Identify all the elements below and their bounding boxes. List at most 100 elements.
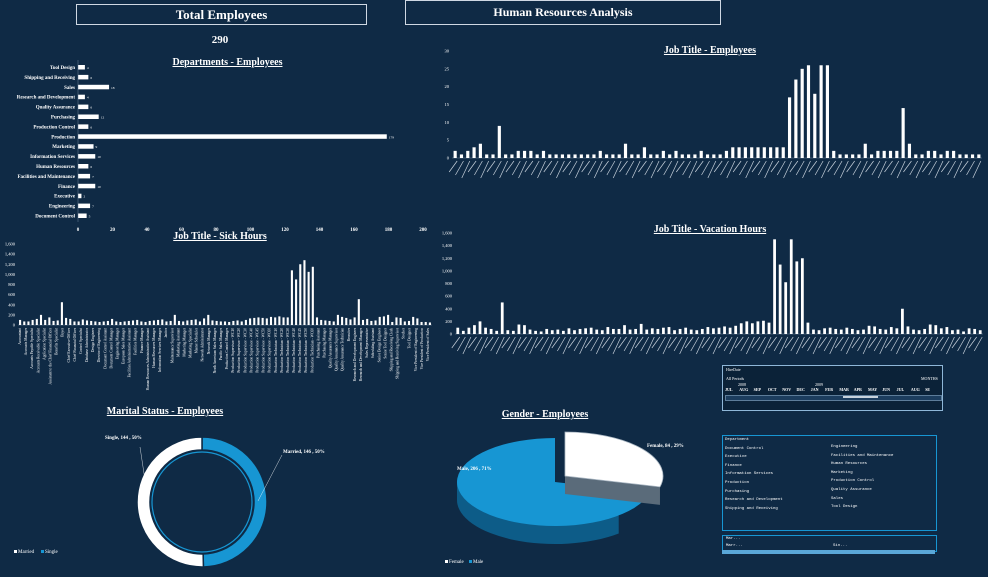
job-vacation-x-label-mark [923,336,933,352]
timeline-month[interactable]: OCT [767,387,777,392]
timeline-scrollbar[interactable] [843,396,878,398]
timeline-month[interactable]: DEC [796,387,805,392]
job-employees-bar [598,150,602,158]
hire-date-timeline[interactable]: HireDate All Periods 2008 2009 MONTHS JU… [722,365,943,411]
department-value-label: 12 [101,116,105,120]
department-bar [78,193,82,199]
department-bar [78,94,85,100]
department-slicer-item[interactable]: Quality Assurance [831,487,872,492]
department-slicer-item[interactable]: Tool Design [831,505,858,510]
job-vacation-x-label-mark [701,336,711,349]
department-slicer-item[interactable]: Executive [725,455,747,460]
job-vacation-x-label-mark [557,336,566,352]
timeline-month[interactable]: JUL [896,387,905,392]
job-vacation-bar [645,329,649,334]
department-slicer-item[interactable]: Shipping and Receiving [725,506,778,511]
job-vacation-x-label-mark [479,336,488,355]
job-sick-x-label: Buyer [61,327,65,337]
timeline-months: JUL AUG SEP OCT NOV DEC JAN FEB MAR APR MAY JUN JUL A… [725,387,940,393]
job-sick-bar [403,321,406,325]
job-vacation-bar [973,328,977,334]
department-slicer-item[interactable]: Finance [725,463,742,468]
job-vacation-bar [612,328,615,334]
job-employees-bar [882,150,886,158]
job-sick-bar [69,318,72,325]
department-slicer-item[interactable]: Marketing [831,470,853,475]
timeline-track[interactable] [725,395,942,401]
job-sick-bar [249,318,252,325]
job-employees-x-label-mark [511,160,521,176]
job-employees-x-label-mark [499,160,508,179]
department-slicer[interactable]: Department Document Control Executive Finan… [722,435,937,531]
job-employees-x-label-mark [619,160,628,173]
department-slicer-item[interactable]: Information Services [725,472,774,477]
job-vacation-x-label-mark [957,336,966,352]
job-vacation-bar [539,331,543,334]
timeline-month[interactable]: JUN [882,387,891,392]
job-employees-bar [529,150,533,158]
job-sick-x-label: Accountant [18,328,22,345]
job-vacation-x-label-mark [484,336,494,349]
timeline-month[interactable]: JAN [810,387,819,392]
job-vacation-bar [867,325,871,334]
job-employees-bar [453,150,457,158]
department-slicer-item[interactable]: Production Control [831,479,875,484]
job-vacation-x-label-mark [662,336,672,355]
department-slicer-item[interactable]: Document Control [725,446,764,451]
job-sick-x-label: Production Technician - WC50 [304,328,308,373]
job-employees-x-label-mark [562,160,572,173]
job-vacation-bar [928,324,932,334]
department-x-tick: 120 [281,228,289,233]
job-vacation-chart-title: Job Title - Vacation Hours [653,224,767,235]
job-employees-x-label-mark [732,160,742,173]
timeline-month[interactable]: JUL [725,387,733,392]
department-x-tick: 40 [145,228,151,233]
job-sick-bar [94,321,97,325]
timeline-month[interactable]: AUG [910,387,920,392]
job-sick-bar [332,321,335,325]
timeline-month[interactable]: MAR [839,387,849,392]
department-slicer-item[interactable]: Human Resources [831,462,868,467]
timeline-month[interactable]: FEB [825,387,833,392]
job-employees-x-label-mark [600,160,609,173]
job-sick-x-label: Marketing Manager [182,327,186,356]
marital-slicer-single[interactable]: Sin... [833,544,848,548]
job-vacation-x-label-mark [868,336,877,349]
marital-chart-title: Marital Status - Employees [106,406,224,417]
gender-label-male: Male, 206 , 71% [457,467,492,472]
job-vacation-bar [917,330,921,334]
department-value-label: 6 [90,125,92,129]
job-sick-x-label: Production Supervisor - WC10 [231,328,235,373]
department-slicer-item[interactable]: Production [725,480,750,485]
department-slicer-item[interactable]: Purchasing [725,489,750,494]
timeline-month[interactable]: AUG [739,387,749,392]
marital-slicer-married[interactable]: Marr... [726,544,743,548]
job-sick-bar [387,314,390,325]
department-slicer-item[interactable]: Engineering [831,445,858,449]
department-label: Facilities and Maintenance [18,175,76,180]
job-employees-bar [769,147,773,158]
job-sick-bar [90,320,93,325]
timeline-month[interactable]: SEP [753,387,761,392]
job-vacation-bar [978,330,982,334]
job-vacation-bar [923,328,927,334]
department-slicer-item[interactable]: Sales [831,496,844,501]
department-slicer-item[interactable]: Department [725,438,750,442]
timeline-month[interactable]: APR [853,387,862,392]
timeline-month[interactable]: NOV [782,387,792,392]
job-employees-bar [712,154,716,158]
job-sick-bar [161,319,164,325]
job-employees-bar [756,147,760,158]
timeline-month[interactable]: SE [925,387,931,392]
department-slicer-item[interactable]: Facilities and Maintenance [831,453,894,458]
job-employees-x-label-mark [922,160,931,173]
job-vacation-bar [495,330,499,334]
timeline-month[interactable]: MAY [868,387,878,392]
job-employees-x-label-mark [713,160,723,173]
job-employees-bar [952,150,956,158]
job-employees-bar [630,154,634,158]
department-slicer-item[interactable]: Research and Development [725,498,783,503]
job-employees-bar [863,143,867,158]
job-employees-bar [642,147,647,158]
job-sick-x-label: Production Technician - WC60 [310,328,314,373]
